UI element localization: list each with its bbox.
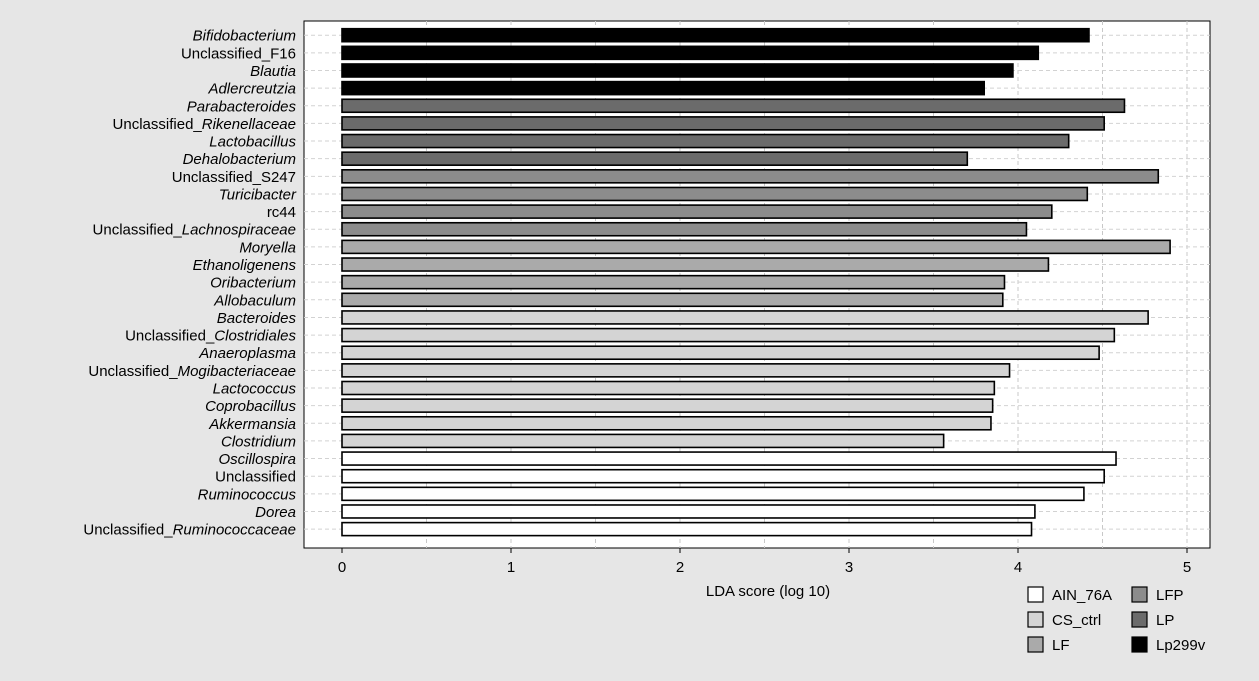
x-tick-label: 2 — [676, 559, 684, 576]
category-label: Unclassified_S247 — [172, 169, 296, 186]
x-tick-label: 3 — [845, 559, 853, 576]
bar — [341, 63, 1014, 78]
legend-swatch — [1131, 611, 1148, 628]
bar — [341, 80, 986, 96]
bar — [341, 398, 994, 413]
category-label: Moryella — [239, 239, 296, 256]
bar — [341, 45, 1040, 61]
category-label: Bacteroides — [217, 310, 297, 327]
category-label: Coprobacillus — [205, 398, 296, 415]
bar — [341, 380, 996, 396]
bar — [341, 239, 1171, 255]
legend-swatch — [1027, 636, 1044, 653]
legend-swatch — [1131, 636, 1148, 653]
bar — [341, 292, 1004, 308]
category-label: Oribacterium — [210, 275, 296, 292]
category-label: Anaeroplasma — [198, 345, 296, 362]
bar — [341, 204, 1053, 219]
x-axis-ticks: 0 1 2 3 4 5 — [338, 548, 1191, 576]
bar — [341, 415, 992, 431]
category-label: Ruminococcus — [198, 486, 297, 503]
category-label: Lactobacillus — [209, 134, 296, 151]
category-label: Unclassified_F16 — [181, 45, 296, 62]
bar — [341, 116, 1105, 131]
legend-swatch — [1027, 586, 1044, 603]
bar — [341, 27, 1090, 43]
category-label: Adlercreutzia — [207, 81, 296, 98]
bar — [341, 310, 1149, 325]
legend-label: CS_ctrl — [1052, 612, 1101, 629]
bar — [341, 451, 1117, 466]
bar — [341, 327, 1116, 343]
bar — [341, 468, 1105, 484]
legend-label: Lp299v — [1156, 637, 1206, 654]
category-label: Blautia — [250, 63, 296, 80]
bar — [341, 151, 969, 166]
bar — [341, 363, 1011, 378]
category-label: Allobaculum — [213, 292, 296, 309]
bar — [341, 169, 1160, 184]
category-label: Oscillospira — [218, 451, 296, 468]
legend-label: LFP — [1156, 587, 1184, 604]
x-tick-label: 1 — [507, 559, 515, 576]
category-label: Turicibacter — [219, 186, 297, 203]
category-label: Unclassified_Lachnospiraceae — [93, 222, 296, 239]
bar — [341, 274, 1006, 290]
bar — [341, 433, 945, 449]
bar — [341, 345, 1100, 361]
bar — [341, 257, 1050, 272]
category-label: Unclassified_Ruminococcaceae — [83, 522, 296, 539]
category-label: Dorea — [255, 504, 296, 521]
category-label: rc44 — [267, 204, 296, 221]
category-label: Ethanoligenens — [193, 257, 297, 274]
category-label: Parabacteroides — [187, 98, 297, 115]
category-label: Clostridium — [221, 433, 296, 450]
category-label: Unclassified_Rikenellaceae — [113, 116, 296, 133]
category-label: Unclassified_Mogibacteriaceae — [88, 363, 296, 380]
bar — [341, 98, 1126, 114]
legend-swatch — [1027, 611, 1044, 628]
category-label: Unclassified — [215, 469, 296, 486]
x-axis-label: LDA score (log 10) — [706, 583, 830, 600]
bar — [341, 504, 1036, 519]
category-label: Unclassified_Clostridiales — [125, 328, 296, 345]
bars — [341, 27, 1171, 537]
bar — [341, 221, 1028, 237]
bar — [341, 186, 1089, 202]
legend: AIN_76A LFP CS_ctrl LP LF Lp299v — [1027, 586, 1206, 654]
x-tick-label: 4 — [1014, 559, 1022, 576]
bar — [341, 133, 1070, 149]
category-label: Lactococcus — [213, 381, 297, 398]
category-labels: BifidobacteriumUnclassified_F16BlautiaAd… — [83, 28, 297, 539]
x-tick-label: 5 — [1183, 559, 1191, 576]
legend-label: LP — [1156, 612, 1174, 629]
legend-label: LF — [1052, 637, 1070, 654]
bar — [341, 486, 1085, 502]
category-label: Dehalobacterium — [183, 151, 296, 168]
legend-label: AIN_76A — [1052, 587, 1112, 604]
category-label: Akkermansia — [208, 416, 296, 433]
legend-swatch — [1131, 586, 1148, 603]
bar — [341, 521, 1033, 537]
category-label: Bifidobacterium — [193, 28, 296, 45]
x-tick-label: 0 — [338, 559, 346, 576]
